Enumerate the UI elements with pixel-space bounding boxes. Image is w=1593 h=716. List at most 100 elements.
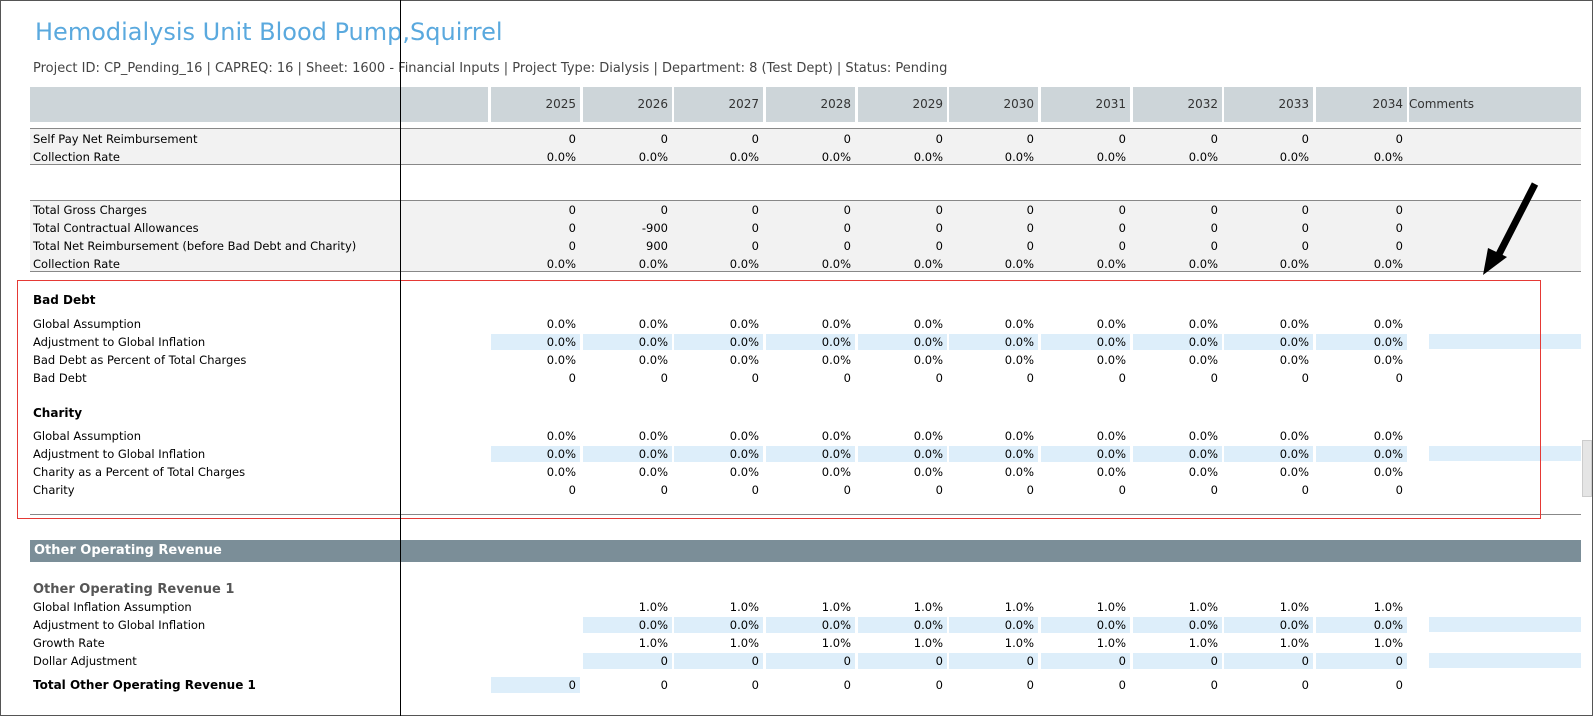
header-cell [583,87,672,122]
value-cell: 1.0% [729,600,759,614]
value-cell: 0.0% [729,429,759,443]
value-cell: 0 [751,371,759,385]
row-label: Adjustment to Global Inflation [33,618,206,632]
highlight-box [17,280,1541,519]
value-cell[interactable]: 0.0% [1316,334,1407,350]
value-cell[interactable]: 0 [1224,653,1313,669]
value-cell[interactable]: 0.0% [1133,334,1222,350]
row-label: Total Other Operating Revenue 1 [33,678,256,692]
value-cell: 0 [1301,371,1309,385]
scrollbar-thumb[interactable] [1582,440,1592,497]
value-cell: 0 [843,132,851,146]
header-year: 2025 [545,97,576,111]
value-cell: 0 [935,221,943,235]
row-label: Global Inflation Assumption [33,600,192,614]
value-cell[interactable]: 0.0% [491,334,580,350]
value-cell[interactable]: 0.0% [674,617,763,633]
value-cell: 0.0% [638,465,668,479]
value-cell: 0 [1395,221,1403,235]
value-cell[interactable]: 0.0% [858,446,947,462]
value-cell: 0.0% [1373,429,1403,443]
value-cell[interactable]: 0.0% [1133,446,1222,462]
header-cell [858,87,947,122]
value-cell: 0 [1026,132,1034,146]
value-cell: 0.0% [1279,150,1309,164]
header-cell [949,87,1038,122]
value-cell: 0.0% [913,429,943,443]
value-cell: 1.0% [729,636,759,650]
comments-input[interactable] [1429,653,1581,668]
value-cell: 0.0% [1004,429,1034,443]
value-cell: 0 [1026,221,1034,235]
header-year: 2029 [912,97,943,111]
value-cell: 0 [935,371,943,385]
value-cell[interactable]: 0.0% [674,334,763,350]
value-cell: 1.0% [1096,600,1126,614]
value-cell: 0.0% [729,465,759,479]
value-cell: 0.0% [1188,150,1218,164]
table-row: Adjustment to Global Inflation 0.0% 0.0% 0.… [0,617,1593,635]
value-cell[interactable]: 0.0% [858,334,947,350]
value-cell[interactable]: 0.0% [1041,334,1130,350]
value-cell: 1.0% [1004,600,1034,614]
comments-input[interactable] [1429,446,1581,461]
value-cell[interactable]: 0.0% [1316,446,1407,462]
value-cell[interactable]: 0 [766,653,855,669]
value-cell[interactable]: 0.0% [1224,334,1313,350]
value-cell: 0.0% [1279,317,1309,331]
value-cell[interactable]: 0.0% [766,617,855,633]
value-cell[interactable]: 0.0% [1041,617,1130,633]
value-cell[interactable]: 0.0% [491,446,580,462]
value-cell[interactable]: 0.0% [949,617,1038,633]
divider [30,128,1581,129]
comments-input[interactable] [1429,617,1581,632]
value-cell[interactable]: 0.0% [949,334,1038,350]
value-cell[interactable]: 0 [1041,653,1130,669]
value-cell[interactable]: 0 [949,653,1038,669]
value-cell: 0 [1210,483,1218,497]
value-cell: 0 [1210,221,1218,235]
value-cell[interactable]: 0 [1316,653,1407,669]
value-cell: 1.0% [638,636,668,650]
value-cell[interactable]: 0.0% [583,334,672,350]
value-cell[interactable]: 0.0% [949,446,1038,462]
value-cell: 0 [660,483,668,497]
value-cell: 1.0% [1279,636,1309,650]
other-operating-revenue-section: Other Operating Revenue [30,540,1581,562]
value-cell: 0.0% [546,465,576,479]
value-cell: 0.0% [638,317,668,331]
table-row: Global Inflation Assumption 1.0% 1.0% 1.0% 1… [0,599,1593,617]
value-cell: 0.0% [638,257,668,271]
header-year: 2033 [1278,97,1309,111]
value-cell[interactable]: 0 [491,677,580,693]
value-cell: 0 [843,203,851,217]
value-cell[interactable]: 0.0% [583,617,672,633]
value-cell: 0.0% [913,150,943,164]
value-cell[interactable]: 0.0% [1041,446,1130,462]
value-cell[interactable]: 0 [674,653,763,669]
value-cell[interactable]: 0.0% [1133,617,1222,633]
row-label: Bad Debt [33,371,87,385]
value-cell[interactable]: 0.0% [766,446,855,462]
value-cell: 0 [751,678,759,692]
value-cell[interactable]: 0 [583,653,672,669]
value-cell[interactable]: 0.0% [858,617,947,633]
value-cell[interactable]: 0.0% [674,446,763,462]
value-cell: 1.0% [1096,636,1126,650]
value-cell[interactable]: 0.0% [583,446,672,462]
value-cell[interactable]: 0.0% [766,334,855,350]
row-label: Adjustment to Global Inflation [33,447,206,461]
value-cell: 0.0% [638,429,668,443]
value-cell[interactable]: 0.0% [1224,617,1313,633]
value-cell: 0 [751,132,759,146]
value-cell: 0.0% [638,150,668,164]
value-cell[interactable]: 0.0% [1316,617,1407,633]
comments-input[interactable] [1429,334,1581,349]
value-cell: 0 [935,132,943,146]
value-cell[interactable]: 0 [1133,653,1222,669]
table-row: Collection Rate 0.0% 0.0% 0.0% 0.0% 0.0% 0.0% 0… [0,256,1593,274]
value-cell: 0 [1118,203,1126,217]
value-cell[interactable]: 0 [858,653,947,669]
band-selfpay [30,128,1581,164]
value-cell[interactable]: 0.0% [1224,446,1313,462]
